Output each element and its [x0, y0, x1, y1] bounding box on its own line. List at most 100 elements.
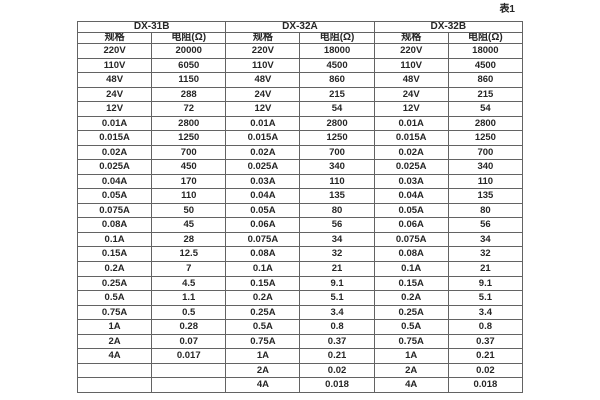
- spec-cell: 0.15A: [373, 275, 449, 292]
- resistance-cell: 0.8: [447, 319, 524, 335]
- resistance-cell: 0.37: [447, 333, 524, 350]
- spec-cell: 0.1A: [76, 231, 153, 248]
- table-row: 0.01A 2800 0.01A 2800 0.01A 2800: [76, 115, 524, 132]
- resistance-cell: 288: [151, 86, 227, 103]
- resistance-cell: 18000: [447, 43, 524, 59]
- group-header-row: DX-31B DX-32A DX-32B: [76, 21, 524, 33]
- spec-cell: 12V: [76, 101, 153, 117]
- resistance-cell: 340: [447, 159, 524, 175]
- spec-cell: [76, 362, 153, 379]
- spec-cell: 220V: [225, 43, 301, 59]
- spec-cell: 12V: [373, 101, 449, 117]
- resistance-cell: 0.28: [151, 319, 227, 335]
- spec-cell: 0.25A: [76, 275, 153, 292]
- table-body: 220V 20000 220V 18000 220V 18000 110V 6050 110V 4…: [76, 43, 524, 393]
- resistance-cell: 32: [447, 246, 524, 262]
- spec-cell: 48V: [373, 72, 449, 88]
- resistance-cell: 1250: [151, 130, 227, 146]
- spec-cell: 0.08A: [373, 246, 449, 262]
- resistance-cell: 0.21: [299, 348, 375, 364]
- resistance-cell: 0.37: [299, 333, 375, 350]
- spec-cell: 0.075A: [76, 202, 153, 219]
- resistance-cell: 340: [299, 159, 375, 175]
- table-row: 2A 0.02 2A 0.02: [76, 362, 524, 379]
- table-row: 0.25A 4.5 0.15A 9.1 0.15A 9.1: [76, 275, 524, 292]
- resistance-cell: 4.5: [151, 275, 227, 292]
- resistance-cell: 5.1: [299, 290, 375, 306]
- resistance-cell: 0.018: [447, 377, 524, 393]
- spec-cell: 0.04A: [76, 173, 153, 190]
- resistance-cell: 21: [299, 260, 375, 277]
- spec-cell: 0.08A: [225, 246, 301, 262]
- resistance-cell: 34: [299, 231, 375, 248]
- table-row: 110V 6050 110V 4500 110V 4500: [76, 57, 524, 74]
- spec-cell: 110V: [373, 57, 449, 74]
- spec-cell: 0.015A: [373, 130, 449, 146]
- spec-cell: 1A: [225, 348, 301, 364]
- spec-cell: 0.5A: [225, 319, 301, 335]
- resistance-cell: 34: [447, 231, 524, 248]
- resistance-cell: 1150: [151, 72, 227, 88]
- resistance-cell: 700: [447, 144, 524, 161]
- table-row: 0.15A 12.5 0.08A 32 0.08A 32: [76, 246, 524, 262]
- resistance-cell: 1.1: [151, 290, 227, 306]
- table-row: 0.025A 450 0.025A 340 0.025A 340: [76, 159, 524, 175]
- spec-cell: 0.05A: [76, 188, 153, 204]
- spec-cell: 110V: [225, 57, 301, 74]
- spec-cell: 1A: [373, 348, 449, 364]
- spec-cell: 48V: [76, 72, 153, 88]
- table-row: 0.015A 1250 0.015A 1250 0.015A 1250: [76, 130, 524, 146]
- resistance-cell: 215: [299, 86, 375, 103]
- spec-cell: 0.05A: [373, 202, 449, 219]
- table-row: 0.5A 1.1 0.2A 5.1 0.2A 5.1: [76, 290, 524, 306]
- table-row: 0.75A 0.5 0.25A 3.4 0.25A 3.4: [76, 304, 524, 321]
- spec-cell: 0.2A: [373, 290, 449, 306]
- resistance-column-header: 电阻(Ω): [299, 32, 375, 44]
- spec-cell: 220V: [76, 43, 153, 59]
- resistance-cell: 215: [447, 86, 524, 103]
- spec-cell: 0.25A: [225, 304, 301, 321]
- spec-cell: 0.015A: [76, 130, 153, 146]
- resistance-cell: 7: [151, 260, 227, 277]
- resistance-cell: 450: [151, 159, 227, 175]
- spec-cell: 0.1A: [373, 260, 449, 277]
- spec-cell: 0.04A: [225, 188, 301, 204]
- resistance-cell: 20000: [151, 43, 227, 59]
- table-row: 0.2A 7 0.1A 21 0.1A 21: [76, 260, 524, 277]
- table-row: 0.02A 700 0.02A 700 0.02A 700: [76, 144, 524, 161]
- spec-cell: 24V: [225, 86, 301, 103]
- resistance-cell: 56: [299, 217, 375, 233]
- spec-cell: 0.1A: [225, 260, 301, 277]
- spec-cell: 0.01A: [373, 115, 449, 132]
- resistance-cell: [151, 362, 227, 379]
- spec-cell: 4A: [225, 377, 301, 393]
- resistance-cell: 135: [299, 188, 375, 204]
- resistance-cell: 4500: [447, 57, 524, 74]
- resistance-cell: 0.21: [447, 348, 524, 364]
- table-row: 0.1A 28 0.075A 34 0.075A 34: [76, 231, 524, 248]
- resistance-cell: 45: [151, 217, 227, 233]
- resistance-cell: 110: [299, 173, 375, 190]
- resistance-cell: 72: [151, 101, 227, 117]
- spec-cell: 2A: [225, 362, 301, 379]
- spec-cell: 0.25A: [373, 304, 449, 321]
- resistance-cell: 5.1: [447, 290, 524, 306]
- resistance-cell: 50: [151, 202, 227, 219]
- resistance-cell: 860: [299, 72, 375, 88]
- spec-cell: 0.15A: [225, 275, 301, 292]
- spec-cell: 0.15A: [76, 246, 153, 262]
- spec-cell: 0.02A: [373, 144, 449, 161]
- spec-cell: 0.02A: [225, 144, 301, 161]
- resistance-cell: 0.5: [151, 304, 227, 321]
- group-header-dx-31b: DX-31B: [76, 21, 227, 33]
- table-row: 0.05A 110 0.04A 135 0.04A 135: [76, 188, 524, 204]
- resistance-cell: 32: [299, 246, 375, 262]
- resistance-cell: 1250: [447, 130, 524, 146]
- column-header-row: 规格 电阻(Ω) 规格 电阻(Ω) 规格 电阻(Ω): [76, 32, 524, 44]
- table-row: 24V 288 24V 215 24V 215: [76, 86, 524, 103]
- resistance-cell: 2800: [447, 115, 524, 132]
- resistance-table: DX-31B DX-32A DX-32B 规格 电阻(Ω) 规格 电阻(Ω) 规…: [76, 21, 524, 393]
- spec-cell: 0.025A: [373, 159, 449, 175]
- resistance-cell: 9.1: [299, 275, 375, 292]
